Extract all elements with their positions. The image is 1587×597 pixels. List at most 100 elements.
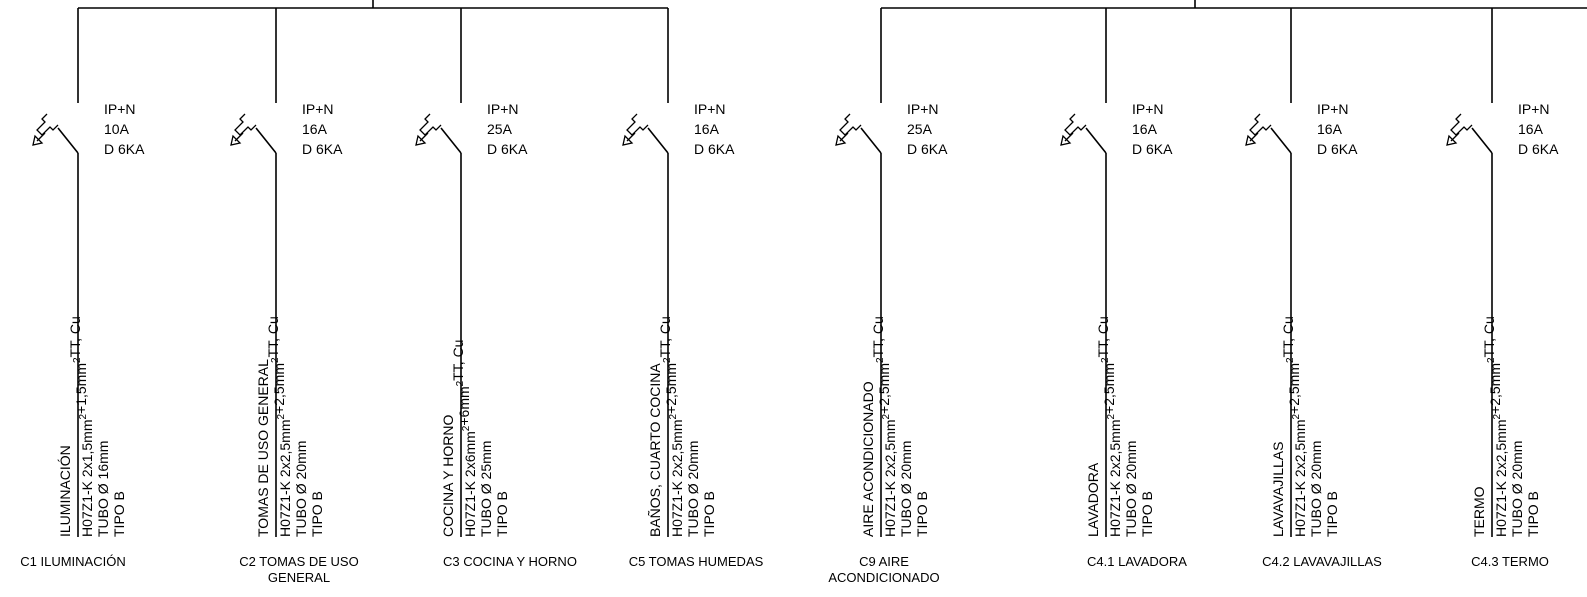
breaker-poles: IP+N <box>1132 101 1164 117</box>
breaker-rating: IP+N 16A D 6KA <box>1132 101 1173 157</box>
breaker-curve: D 6KA <box>1317 141 1358 157</box>
tube-spec: TUBO Ø 20mm <box>898 441 914 537</box>
breaker-icon <box>1245 113 1272 146</box>
tube-spec: TUBO Ø 20mm <box>685 441 701 537</box>
circuit-name: BAÑOS, CUARTO COCINA <box>647 363 663 537</box>
circuit-name: LAVAVAJILLAS <box>1270 442 1286 537</box>
cable-spec: H07Z1-K 2x2,5mm2+2,5mm2TT, Cu <box>265 316 293 537</box>
breaker-poles: IP+N <box>487 101 519 117</box>
breaker-current: 25A <box>907 121 933 137</box>
circuit-caption: C4.1 LAVADORA <box>1087 554 1187 569</box>
circuit-caption: C1 ILUMINACIÓN <box>20 554 125 569</box>
breaker-blade <box>647 127 669 154</box>
cable-spec: H07Z1-K 2x6mm2+6mm2TT, Cu <box>450 340 478 537</box>
circuit-caption: C4.2 LAVAVAJILLAS <box>1262 554 1382 569</box>
breaker-rating: IP+N 16A D 6KA <box>694 101 735 157</box>
circuit-caption: C5 TOMAS HUMEDAS <box>629 554 764 569</box>
breaker-icon <box>32 113 59 146</box>
circuit-caption: C2 TOMAS DE USO <box>239 554 358 569</box>
tube-spec: TUBO Ø 16mm <box>95 441 111 537</box>
circuit-caption: C4.3 TERMO <box>1471 554 1549 569</box>
circuit-caption: C3 COCINA Y HORNO <box>443 554 577 569</box>
breaker-poles: IP+N <box>1317 101 1349 117</box>
breaker-curve: D 6KA <box>1518 141 1559 157</box>
breaker-icon <box>1446 113 1473 146</box>
circuit-name: COCINA Y HORNO <box>440 414 456 537</box>
circuit: IP+N 10A D 6KA ILUMINACIÓN H07Z1-K 2x1,5mm2+… <box>20 8 145 569</box>
breaker-current: 16A <box>1132 121 1158 137</box>
circuit: IP+N 16A D 6KA BAÑOS, CUARTO COCINA H07Z1-K … <box>622 8 764 569</box>
cable-spec: H07Z1-K 2x2,5mm2+2,5mm2TT, Cu <box>1095 316 1123 537</box>
tube-spec: TUBO Ø 20mm <box>1308 441 1324 537</box>
breaker-curve: D 6KA <box>907 141 948 157</box>
tube-spec: TUBO Ø 25mm <box>478 441 494 537</box>
circuit-name: ILUMINACIÓN <box>57 445 73 537</box>
breaker-blade <box>1270 127 1292 154</box>
tube-type: TIPO B <box>1525 491 1541 537</box>
circuit-name: TERMO <box>1471 486 1487 537</box>
breaker-poles: IP+N <box>1518 101 1550 117</box>
breaker-icon <box>230 113 257 146</box>
circuit: IP+N 16A D 6KA TERMO H07Z1-K 2x2,5mm2+2,5mm2… <box>1446 8 1559 569</box>
breaker-curve: D 6KA <box>1132 141 1173 157</box>
breaker-icon <box>835 113 862 146</box>
cable-spec: H07Z1-K 2x2,5mm2+2,5mm2TT, Cu <box>657 316 685 537</box>
breaker-rating: IP+N 25A D 6KA <box>487 101 528 157</box>
tube-type: TIPO B <box>914 491 930 537</box>
cable-spec: H07Z1-K 2x1,5mm2+1,5mm2TT, Cu <box>67 316 95 537</box>
busbars <box>78 0 1587 9</box>
cable-spec: H07Z1-K 2x2,5mm2+2,5mm2TT, Cu <box>1481 316 1509 537</box>
circuit: IP+N 16A D 6KA TOMAS DE USO GENERAL H07Z1-K … <box>230 8 359 585</box>
circuit-caption: GENERAL <box>268 570 330 585</box>
breaker-poles: IP+N <box>104 101 136 117</box>
tube-spec: TUBO Ø 20mm <box>1123 441 1139 537</box>
breaker-curve: D 6KA <box>104 141 145 157</box>
tube-type: TIPO B <box>1139 491 1155 537</box>
breaker-rating: IP+N 16A D 6KA <box>1518 101 1559 157</box>
circuit-caption: C9 AIRE <box>859 554 909 569</box>
circuit: IP+N 16A D 6KA LAVADORA H07Z1-K 2x2,5mm2+2,5… <box>1060 8 1187 569</box>
circuit: IP+N 25A D 6KA COCINA Y HORNO H07Z1-K 2x6mm2… <box>415 8 577 569</box>
breaker-blade <box>1085 127 1107 154</box>
breaker-current: 16A <box>1518 121 1544 137</box>
circuit-name: TOMAS DE USO GENERAL <box>255 359 271 537</box>
breaker-blade <box>255 127 277 154</box>
breaker-curve: D 6KA <box>302 141 343 157</box>
breaker-blade <box>1471 127 1493 154</box>
tube-type: TIPO B <box>1324 491 1340 537</box>
circuit: IP+N 25A D 6KA AIRE ACONDICIONADO H07Z1-K 2x… <box>828 8 948 585</box>
breaker-icon <box>622 113 649 146</box>
circuit-group: IP+N 10A D 6KA ILUMINACIÓN H07Z1-K 2x1,5mm2+… <box>20 8 1559 585</box>
breaker-rating: IP+N 16A D 6KA <box>302 101 343 157</box>
tube-type: TIPO B <box>111 491 127 537</box>
breaker-icon <box>415 113 442 146</box>
cable-spec: H07Z1-K 2x2,5mm2+2,5mm2TT, Cu <box>1280 316 1308 537</box>
breaker-blade <box>860 127 882 154</box>
breaker-rating: IP+N 16A D 6KA <box>1317 101 1358 157</box>
tube-spec: TUBO Ø 20mm <box>293 441 309 537</box>
breaker-rating: IP+N 10A D 6KA <box>104 101 145 157</box>
breaker-icon <box>1060 113 1087 146</box>
tube-type: TIPO B <box>701 491 717 537</box>
breaker-poles: IP+N <box>907 101 939 117</box>
breaker-rating: IP+N 25A D 6KA <box>907 101 948 157</box>
breaker-current: 16A <box>1317 121 1343 137</box>
tube-type: TIPO B <box>494 491 510 537</box>
breaker-poles: IP+N <box>694 101 726 117</box>
breaker-curve: D 6KA <box>694 141 735 157</box>
circuit-caption: ACONDICIONADO <box>828 570 939 585</box>
breaker-current: 25A <box>487 121 513 137</box>
breaker-blade <box>57 127 79 154</box>
breaker-current: 16A <box>302 121 328 137</box>
cable-spec: H07Z1-K 2x2,5mm2+2,5mm2TT, Cu <box>870 316 898 537</box>
circuit-name: AIRE ACONDICIONADO <box>860 381 876 537</box>
tube-spec: TUBO Ø 20mm <box>1509 441 1525 537</box>
breaker-poles: IP+N <box>302 101 334 117</box>
tube-type: TIPO B <box>309 491 325 537</box>
breaker-curve: D 6KA <box>487 141 528 157</box>
breaker-current: 16A <box>694 121 720 137</box>
circuit-name: LAVADORA <box>1085 462 1101 537</box>
circuit: IP+N 16A D 6KA LAVAVAJILLAS H07Z1-K 2x2,5mm2… <box>1245 8 1382 569</box>
breaker-blade <box>440 127 462 154</box>
